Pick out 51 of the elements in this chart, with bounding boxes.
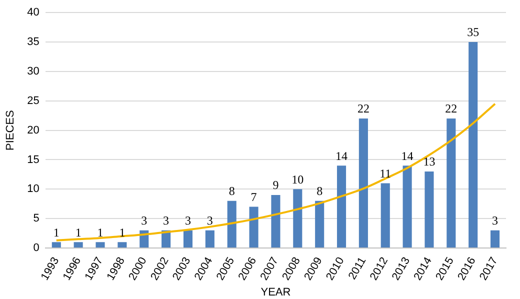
bar <box>293 189 302 248</box>
bar <box>402 166 412 248</box>
bar <box>205 230 214 248</box>
data-label: 35 <box>467 25 480 40</box>
data-label: 8 <box>316 184 323 198</box>
bar <box>358 118 368 248</box>
data-label: 3 <box>184 214 191 228</box>
bar <box>118 242 127 248</box>
data-label: 3 <box>163 214 170 228</box>
data-label: 14 <box>336 148 348 163</box>
y-tick-label: 5 <box>33 212 40 225</box>
bar <box>74 242 83 248</box>
y-tick-label: 30 <box>27 65 40 78</box>
data-label: 9 <box>272 178 279 192</box>
data-label: 22 <box>445 102 458 116</box>
line-series <box>55 102 496 242</box>
data-label: 1 <box>97 225 104 240</box>
y-tick-label: 40 <box>27 6 40 19</box>
bar <box>315 200 324 248</box>
bar <box>52 242 61 248</box>
y-tick-label: 0 <box>33 242 40 254</box>
bar <box>336 166 346 248</box>
data-label: 7 <box>250 190 257 204</box>
data-label: 8 <box>228 184 235 198</box>
data-label: 3 <box>206 214 213 228</box>
data-label: 13 <box>423 154 436 169</box>
data-label: 1 <box>53 225 60 240</box>
x-axis-title: YEAR <box>260 286 291 298</box>
data-label: 11 <box>380 166 392 180</box>
data-label: 14 <box>401 148 414 163</box>
bar <box>490 230 500 248</box>
data-label: 1 <box>75 225 82 240</box>
bar <box>446 118 456 248</box>
bar <box>424 172 434 248</box>
bar <box>271 195 280 248</box>
y-tick-label: 35 <box>27 36 40 48</box>
y-tick-label: 15 <box>27 154 40 166</box>
bar <box>468 42 478 248</box>
data-label: 3 <box>492 214 498 228</box>
y-tick-label: 20 <box>27 124 40 136</box>
data-label: 22 <box>357 102 370 116</box>
bar <box>380 183 390 248</box>
y-tick-label: 10 <box>27 183 40 196</box>
y-axis-title: PIECES <box>4 110 17 150</box>
y-tick-label: 25 <box>27 94 40 107</box>
bar <box>227 200 236 248</box>
bar <box>183 230 193 248</box>
data-label: 3 <box>141 214 148 228</box>
data-label: 10 <box>292 172 304 186</box>
bar <box>96 242 105 248</box>
bar <box>249 206 258 248</box>
